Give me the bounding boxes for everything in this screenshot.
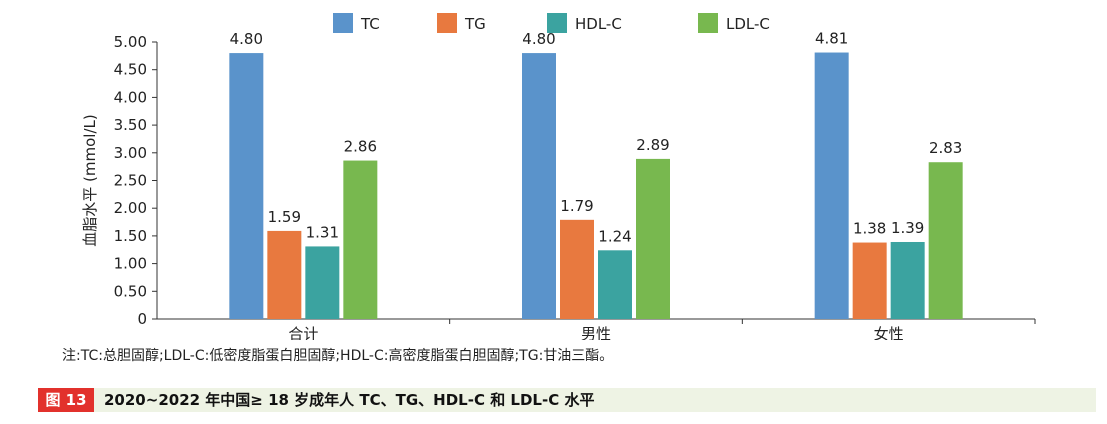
bar-tg-2 [560,219,594,319]
bar-chart: 0 0.50 1.00 1.50 2.00 2.50 3.00 3.50 4.00 4.50 5.0… [81,13,1036,340]
y-tick-label: 1.00 [114,255,147,273]
data-label: 4.80 [522,30,555,48]
data-label: 1.39 [891,219,924,237]
y-tick-label: 2.00 [114,199,147,217]
bar-tc-1 [229,53,264,320]
legend-swatch [437,13,457,33]
bar-hdl-c-3 [890,241,925,319]
data-label: 2.89 [636,136,669,154]
legend-swatch [547,13,567,33]
y-tick-label: 5.00 [114,33,147,51]
bar-ldl-c-1 [343,160,378,319]
data-label: 1.38 [853,220,886,238]
legend-label: TC [360,15,380,33]
figure-caption: 图 13 2020~2022 年中国≥ 18 岁成年人 TC、TG、HDL-C … [38,388,1096,412]
bar-ldl-c-2 [636,158,670,319]
bar-tg-1 [267,230,302,319]
bar-tc-3 [814,52,849,319]
x-tick-label: 女性 [874,325,904,340]
bar-tc-2 [522,53,556,320]
data-label: 2.86 [344,138,377,156]
bar-ldl-c-3 [928,162,963,319]
y-tick-label: 4.00 [114,88,147,106]
data-label: 1.24 [598,227,631,245]
data-label: 1.31 [306,223,339,241]
y-tick-label: 0.50 [114,282,147,300]
y-axis-label: 血脂水平 (mmol/L) [81,114,99,246]
data-label: 4.80 [230,30,263,48]
figure-title: 2020~2022 年中国≥ 18 岁成年人 TC、TG、HDL-C 和 LDL… [104,391,595,409]
legend-swatch [698,13,718,33]
x-tick-label: 合计 [288,325,318,340]
data-label: 4.81 [815,30,848,48]
data-label: 2.83 [929,139,962,157]
y-tick-label: 1.50 [114,227,147,245]
data-label: 1.59 [268,208,301,226]
x-tick-label: 男性 [581,325,611,340]
bar-hdl-c-1 [305,246,340,319]
bar-hdl-c-2 [598,250,632,319]
y-tick-label: 4.50 [114,61,147,79]
y-tick-label: 3.00 [114,144,147,162]
legend-label: TG [464,15,486,33]
y-tick-label: 2.50 [114,172,147,190]
legend-label: HDL-C [575,15,622,33]
y-tick-label: 0 [137,310,147,328]
data-label: 1.79 [560,197,593,215]
figure-number: 图 13 [38,388,94,412]
y-tick-label: 3.50 [114,116,147,134]
legend-label: LDL-C [726,15,770,33]
bar-tg-3 [852,242,887,319]
legend-swatch [333,13,353,33]
footnote: 注:TC:总胆固醇;LDL-C:低密度脂蛋白胆固醇;HDL-C:高密度脂蛋白胆固… [62,348,614,364]
